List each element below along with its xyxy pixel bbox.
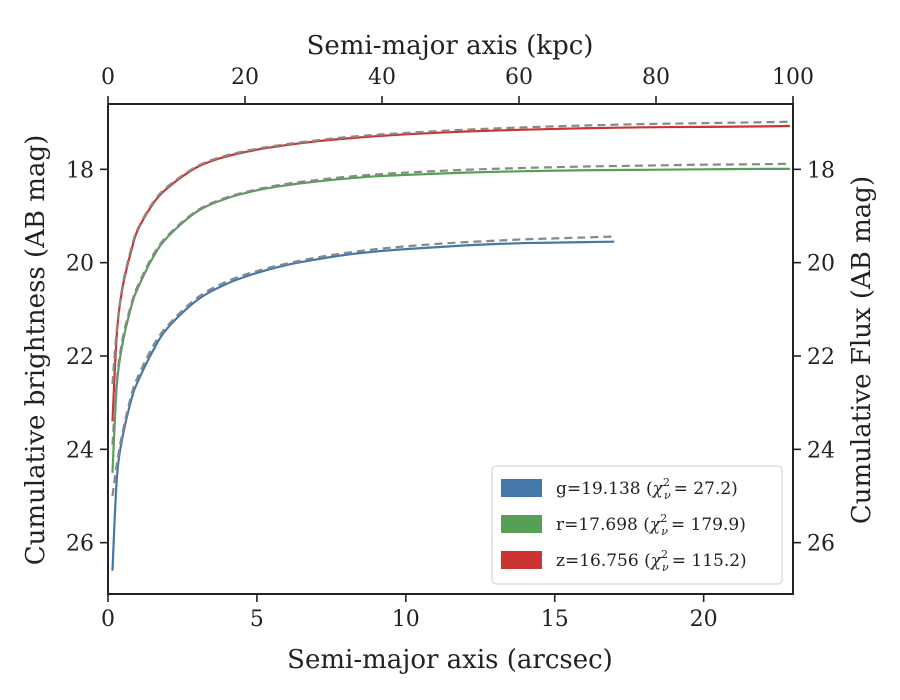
- y-tick-label: 22: [66, 345, 94, 370]
- curves-group: [111, 120, 791, 571]
- ticks-group: 0 5 10 15 20 0 20 40 60 80 100 18 18 20 20 22 22 24 24 26 26: [66, 65, 835, 632]
- legend: g=19.138 (χ2 ν = 27.2) r=17.698 (χ2 ν = 179.9…: [491, 465, 783, 585]
- x2-tick-label: 80: [642, 65, 670, 90]
- legend-swatch-z: [501, 551, 542, 569]
- x-tick-label: 5: [250, 607, 264, 632]
- y2-tick-label: 24: [807, 438, 835, 463]
- x2-tick-label: 100: [772, 65, 814, 90]
- y-tick-label: 26: [66, 532, 94, 557]
- x2-tick-label: 20: [231, 65, 259, 90]
- y2-tick-label: 22: [807, 345, 835, 370]
- legend-box: [491, 465, 783, 585]
- plot-frame: [107, 103, 794, 595]
- legend-label-g: g=19.138 (χ2 ν = 27.2): [556, 476, 738, 502]
- x2-tick-label: 0: [101, 65, 115, 90]
- y-tick-label: 24: [66, 438, 94, 463]
- y-tick-label: 18: [66, 158, 94, 183]
- y2-tick-label: 20: [807, 252, 835, 277]
- y2-axis-label: Cumulative Flux (AB mag): [847, 176, 877, 524]
- x-tick-label: 10: [392, 607, 420, 632]
- x2-axis-label: Semi-major axis (kpc): [307, 31, 594, 61]
- x-axis-label: Semi-major axis (arcsec): [287, 645, 613, 675]
- model-curve-g: [111, 235, 615, 497]
- x-tick-label: 15: [541, 607, 569, 632]
- y-axis-label: Cumulative brightness (AB mag): [21, 135, 51, 566]
- legend-label-r: r=17.698 (χ2 ν = 179.9): [556, 512, 746, 538]
- legend-swatch-r: [501, 515, 542, 533]
- y-tick-label: 20: [66, 252, 94, 277]
- x-tick-label: 20: [690, 607, 718, 632]
- model-curve-r: [111, 162, 791, 445]
- series-line-g: [111, 240, 615, 571]
- series-line-r: [111, 167, 791, 473]
- x2-tick-label: 60: [505, 65, 533, 90]
- model-curve-z: [111, 120, 791, 385]
- x-tick-label: 0: [101, 607, 115, 632]
- y2-tick-label: 26: [807, 532, 835, 557]
- legend-label-z: z=16.756 (χ2 ν = 115.2): [556, 548, 747, 574]
- legend-swatch-g: [501, 479, 542, 497]
- x2-tick-label: 40: [368, 65, 396, 90]
- y2-tick-label: 18: [807, 158, 835, 183]
